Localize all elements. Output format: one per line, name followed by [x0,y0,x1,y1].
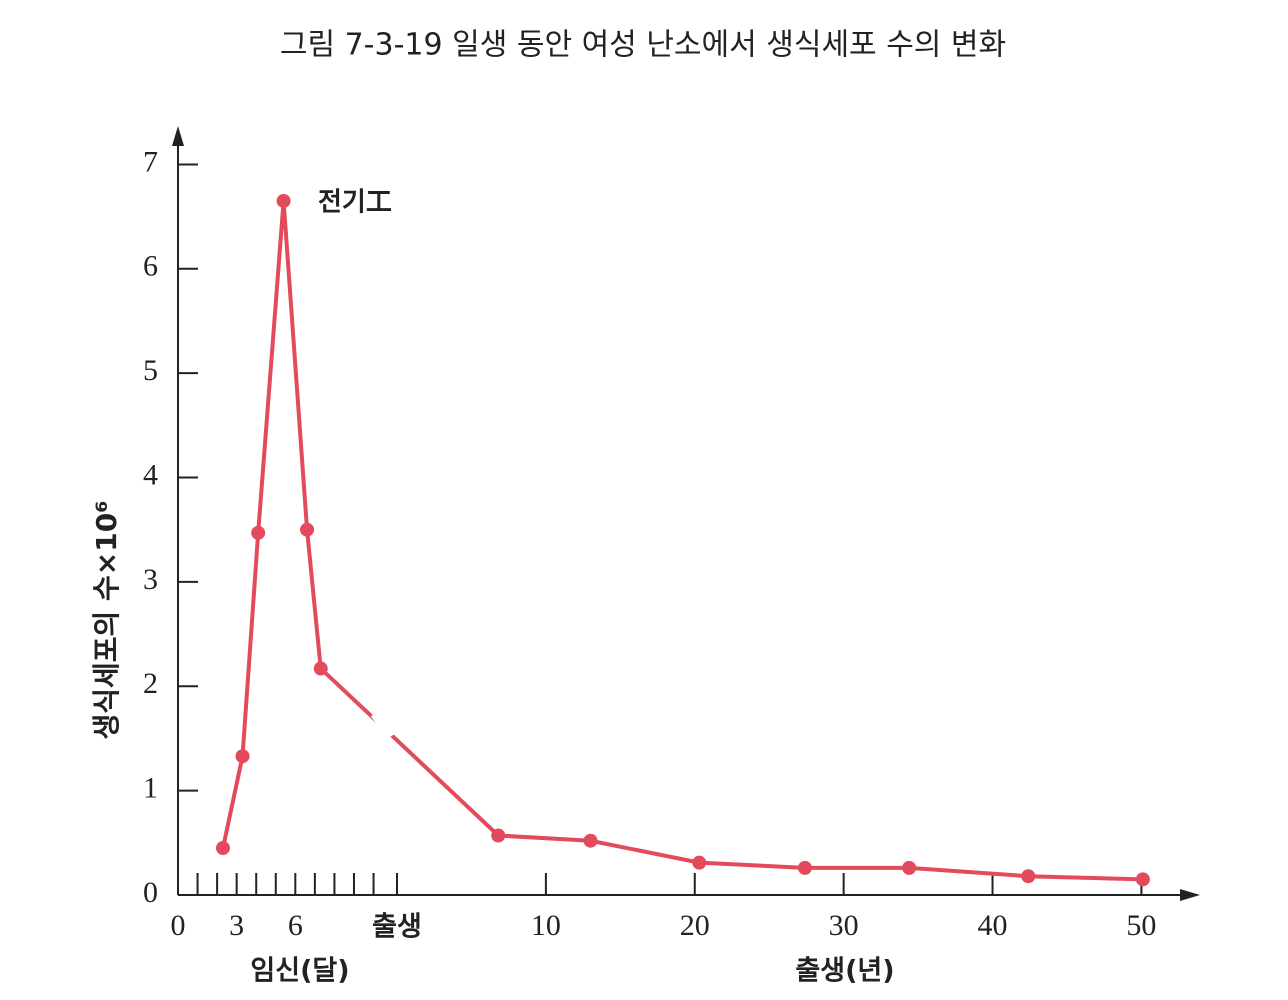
x2-axis-label: 출생(년) [795,956,894,987]
data-point [313,661,328,676]
y-tick-label: 2 [143,667,158,700]
x-tick-label: 3 [229,909,244,942]
series-line [221,200,323,849]
data-point [491,828,506,843]
x2-tick-label: 출생 [372,912,422,943]
annotation: 전기工 [318,188,392,218]
data-point [235,749,250,764]
y-tick-label: 5 [143,354,158,387]
y-axis-arrow [172,126,184,146]
y-tick-label: 1 [143,772,158,805]
y-tick-label: 7 [143,145,158,178]
y-tick-label: 0 [143,876,158,909]
series-connector [319,667,500,837]
data-point [300,522,315,537]
x2-tick-label: 10 [531,909,561,942]
data-point [797,860,812,875]
x2-tick-label: 30 [829,909,859,942]
axis-break [370,703,406,740]
x-axis-label: 임신(달) [250,956,349,987]
y-axis-label: 생식세포의 수×10⁶ [90,501,123,740]
chart-title: 그림 7-3-19 일생 동안 여성 난소에서 생식세포 수의 변화 [280,28,1006,63]
data-point [1021,869,1036,884]
data-point [1135,872,1150,887]
data-point [902,860,917,875]
x2-tick-label: 40 [978,909,1008,942]
data-point [583,833,598,848]
data-point [276,193,291,208]
x-tick-label: 0 [171,909,186,942]
x-axis-arrow [1180,889,1200,901]
y-tick-label: 6 [143,250,158,283]
data-point [251,525,266,540]
x2-tick-label: 20 [680,909,710,942]
y-tick-label: 3 [143,563,158,596]
x2-tick-label: 50 [1126,909,1156,942]
data-point [215,841,230,856]
x-tick-label: 6 [288,909,303,942]
y-tick-label: 4 [143,458,158,491]
data-point [692,855,707,870]
